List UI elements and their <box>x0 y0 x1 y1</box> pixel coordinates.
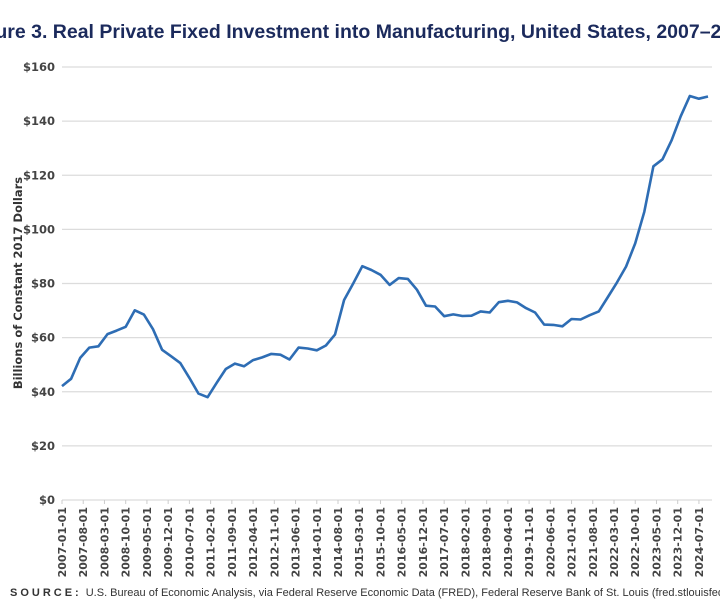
x-tick-label: 2019-11-01 <box>523 507 536 577</box>
y-tick-label: $100 <box>23 222 55 236</box>
y-tick-label: $0 <box>39 493 55 507</box>
x-tick-label: 2018-02-01 <box>459 507 472 577</box>
source-note: SOURCE: U.S. Bureau of Economic Analysis,… <box>10 587 720 599</box>
x-tick-label: 2014-08-01 <box>332 507 345 577</box>
x-tick-label: 2021-01-01 <box>566 507 579 577</box>
x-tick-label: 2016-05-01 <box>396 507 409 577</box>
x-tick-label: 2024-07-01 <box>693 507 706 577</box>
source-key: SOURCE: <box>10 587 82 599</box>
x-tick-label: 2015-03-01 <box>353 507 366 577</box>
series-layer <box>61 94 709 399</box>
x-tick-label: 2021-08-01 <box>587 507 600 577</box>
x-tick-label: 2016-12-01 <box>417 507 430 577</box>
y-tick-label: $40 <box>31 385 55 399</box>
x-tick-label: 2012-04-01 <box>247 507 260 577</box>
source-text: U.S. Bureau of Economic Analysis, via Fe… <box>86 587 720 599</box>
y-tick-label: $60 <box>31 331 55 345</box>
series-line <box>61 94 709 399</box>
y-tick-label: $140 <box>23 114 55 128</box>
x-tick-label: 2023-05-01 <box>650 507 663 577</box>
y-tick-label: $80 <box>31 277 55 291</box>
x-tick-label: 2014-01-01 <box>311 507 324 577</box>
y-tick-label: $160 <box>23 60 55 74</box>
chart-title: Figure 3. Real Private Fixed Investment … <box>0 21 720 43</box>
x-tick-label: 2012-11-01 <box>268 507 281 577</box>
y-tick-label: $120 <box>23 168 55 182</box>
x-tick-label: 2008-10-01 <box>120 507 133 577</box>
x-tick-label: 2022-10-01 <box>629 507 642 577</box>
x-tick-label: 2009-12-01 <box>162 507 175 577</box>
x-tick-label: 2018-09-01 <box>481 507 494 577</box>
x-tick-label: 2015-10-01 <box>374 507 387 577</box>
x-tick-label: 2022-03-01 <box>608 507 621 577</box>
x-tick-label: 2020-06-01 <box>544 507 557 577</box>
x-axis-ticks: 2007-01-01 2007-08-01 2008-03-01 2008-10-01… <box>56 500 706 577</box>
x-tick-label: 2007-08-01 <box>77 507 90 577</box>
x-tick-label: 2023-12-01 <box>672 507 685 577</box>
y-axis-ticks: $0 $20 $40 $60 $80 $100 $120 $140 $160 <box>23 60 55 507</box>
y-axis-label: Billions of Constant 2017 Dollars <box>11 177 25 389</box>
x-tick-label: 2011-02-01 <box>205 507 218 577</box>
x-tick-label: 2013-06-01 <box>290 507 303 577</box>
x-tick-label: 2009-05-01 <box>141 507 154 577</box>
x-tick-label: 2011-09-01 <box>226 507 239 577</box>
x-tick-label: 2010-07-01 <box>183 507 196 577</box>
y-tick-label: $20 <box>31 439 55 453</box>
x-tick-label: 2007-01-01 <box>56 507 69 577</box>
x-tick-label: 2008-03-01 <box>98 507 111 577</box>
x-tick-label: 2017-07-01 <box>438 507 451 577</box>
x-tick-label: 2019-04-01 <box>502 507 515 577</box>
